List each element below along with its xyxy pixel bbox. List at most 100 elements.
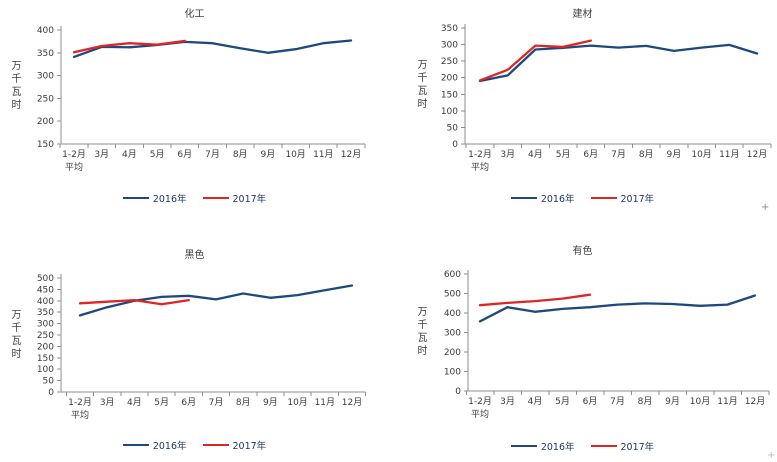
legend-label-2017: 2017年 — [232, 194, 267, 205]
x-tick-label: 1-2月 — [468, 149, 492, 160]
chart-legend: 2016年 2017年 — [388, 191, 777, 205]
legend-swatch-2016 — [122, 197, 149, 199]
plus-artifact: + — [767, 450, 776, 461]
x-tick-label: 10月 — [691, 149, 711, 160]
y-tick-label: 300 — [444, 329, 461, 339]
legend-label-2016: 2016年 — [152, 194, 187, 205]
y-tick-label: 350 — [441, 24, 458, 34]
x-tick-label: 7月 — [610, 396, 625, 407]
chart-title: 有色 — [572, 246, 593, 257]
x-tick-label: 5月 — [555, 396, 570, 407]
y-axis-title: 万千瓦时 — [9, 309, 20, 361]
x-tick-label: 8月 — [236, 397, 251, 408]
y-tick-label: 0 — [455, 387, 461, 397]
x-tick-label: 5月 — [154, 397, 169, 408]
legend-swatch-2016 — [510, 445, 537, 447]
y-tick-label: 450 — [37, 285, 54, 295]
x-tick-label: 9月 — [263, 397, 278, 408]
legend-swatch-2017 — [590, 445, 617, 447]
y-tick-label: 300 — [441, 41, 458, 51]
x-tick-label: 11月 — [313, 149, 333, 160]
y-tick-label: 150 — [37, 140, 54, 150]
y-tick-label: 150 — [37, 354, 54, 364]
legend-swatch-2016 — [510, 197, 537, 199]
x-tick-label: 12月 — [341, 149, 361, 160]
y-tick-label: 100 — [37, 365, 54, 375]
y-tick-label: 350 — [37, 49, 54, 59]
y-axis-title: 万千瓦时 — [415, 306, 426, 358]
chart-cell-building-materials: 建材 万千瓦时 350 300 250 200 150 100 50 0 1-2月 平均 3月 4月 5… — [388, 0, 777, 231]
x-tick-label: 5月 — [150, 149, 165, 160]
y-tick-label: 250 — [37, 331, 54, 341]
x-tick-label: 10月 — [690, 396, 710, 407]
y-tick-label: 350 — [37, 308, 54, 318]
legend-label-2016: 2016年 — [152, 441, 187, 452]
series-line-0 — [72, 39, 353, 59]
y-tick-label: 200 — [444, 348, 461, 358]
y-tick-label: 300 — [37, 320, 54, 330]
legend-label-2017: 2017年 — [620, 442, 655, 453]
y-tick-label: 100 — [444, 368, 461, 378]
chart-title: 黑色 — [184, 250, 205, 261]
x-tick-label: 6月 — [583, 149, 598, 160]
y-axis-title: 万千瓦时 — [415, 59, 426, 111]
chart-legend: 2016年 2017年 — [388, 439, 777, 453]
y-tick-label: 600 — [444, 270, 461, 280]
y-tick-label: 100 — [441, 107, 458, 117]
y-tick-label: 250 — [37, 94, 54, 104]
x-tick-label: 1-2月 — [468, 396, 492, 407]
x-tick-label: 12月 — [747, 149, 767, 160]
legend-swatch-2017 — [202, 197, 229, 199]
x-tick-label: 11月 — [315, 397, 335, 408]
chart-title: 建材 — [572, 9, 593, 20]
x-tick-label: 4月 — [122, 149, 137, 160]
x-tick-label: 4月 — [127, 397, 142, 408]
y-tick-label: 0 — [452, 140, 458, 150]
y-tick-label: 50 — [43, 377, 55, 387]
chart-cell-chemical: 化工 万千瓦时 400 350 300 250 200 150 1-2月 平均 3月 4月 5月 6月… — [0, 0, 389, 231]
x-tick-label: 9月 — [667, 149, 682, 160]
x-tick-label: 6月 — [583, 396, 598, 407]
x-tick-label: 3月 — [500, 396, 515, 407]
x-tick-label: 7月 — [205, 149, 220, 160]
legend-label-2017: 2017年 — [232, 441, 267, 452]
x-tick-label: 平均 — [471, 161, 489, 173]
chart-title: 化工 — [184, 9, 205, 20]
x-tick-label: 平均 — [65, 161, 83, 173]
x-tick-label: 6月 — [181, 397, 196, 408]
plus-artifact: + — [761, 202, 770, 213]
x-tick-label: 1-2月 — [68, 397, 92, 408]
x-tick-label: 平均 — [71, 409, 89, 421]
chart-legend: 2016年 2017年 — [0, 438, 389, 452]
x-tick-label: 4月 — [528, 149, 543, 160]
x-tick-label: 3月 — [100, 397, 115, 408]
x-tick-label: 12月 — [745, 396, 765, 407]
chart-legend: 2016年 2017年 — [0, 191, 389, 205]
y-tick-label: 200 — [37, 342, 54, 352]
series-line-1 — [478, 39, 592, 82]
series-line-0 — [478, 43, 759, 83]
x-tick-label: 11月 — [717, 396, 737, 407]
y-tick-label: 400 — [37, 26, 54, 36]
x-tick-label: 3月 — [500, 149, 515, 160]
legend-swatch-2016 — [122, 444, 149, 446]
x-tick-label: 5月 — [556, 149, 571, 160]
x-tick-label: 10月 — [285, 149, 305, 160]
legend-label-2016: 2016年 — [540, 442, 575, 453]
x-tick-label: 8月 — [639, 149, 654, 160]
y-tick-label: 250 — [441, 57, 458, 67]
x-tick-label: 4月 — [528, 396, 543, 407]
x-tick-label: 9月 — [665, 396, 680, 407]
y-tick-label: 500 — [444, 290, 461, 300]
x-tick-label: 8月 — [638, 396, 653, 407]
x-tick-label: 10月 — [287, 397, 307, 408]
y-axis-title: 万千瓦时 — [9, 60, 20, 112]
y-tick-label: 400 — [37, 297, 54, 307]
x-tick-label: 12月 — [342, 397, 362, 408]
legend-swatch-2017 — [202, 444, 229, 446]
series-line-1 — [72, 39, 186, 54]
